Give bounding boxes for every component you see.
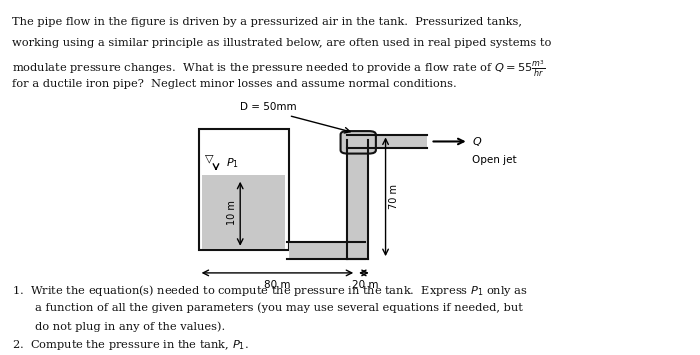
Text: $P_1$: $P_1$ [226,156,239,170]
Text: 80 m: 80 m [264,280,290,290]
Bar [288,242,365,259]
Text: 10 m: 10 m [227,201,237,225]
Bar [347,140,368,259]
Text: 2.  Compute the pressure in the tank, $P_1$.: 2. Compute the pressure in the tank, $P_… [12,338,248,351]
Bar [347,135,427,148]
Text: ▽: ▽ [205,153,214,163]
Text: Open jet: Open jet [472,155,517,165]
Text: do not plug in any of the values).: do not plug in any of the values). [34,321,225,332]
Text: 1.  Write the equation(s) needed to compute the pressure in the tank.  Express $: 1. Write the equation(s) needed to compu… [12,283,528,298]
Text: The pipe flow in the figure is driven by a pressurized air in the tank.  Pressur: The pipe flow in the figure is driven by… [12,17,522,27]
Text: $Q$: $Q$ [472,135,482,148]
Text: for a ductile iron pipe?  Neglect minor losses and assume normal conditions.: for a ductile iron pipe? Neglect minor l… [12,79,456,89]
Text: modulate pressure changes.  What is the pressure needed to provide a flow rate o: modulate pressure changes. What is the p… [12,59,545,79]
Bar [199,129,288,250]
Bar [202,175,285,249]
Text: a function of all the given parameters (you may use several equations if needed,: a function of all the given parameters (… [34,302,522,313]
Text: D = 50mm: D = 50mm [239,102,296,112]
Text: 20 m: 20 m [351,280,378,290]
FancyBboxPatch shape [341,131,376,154]
Text: working using a similar principle as illustrated below, are often used in real p: working using a similar principle as ill… [12,38,551,48]
Text: 70 m: 70 m [389,184,399,209]
